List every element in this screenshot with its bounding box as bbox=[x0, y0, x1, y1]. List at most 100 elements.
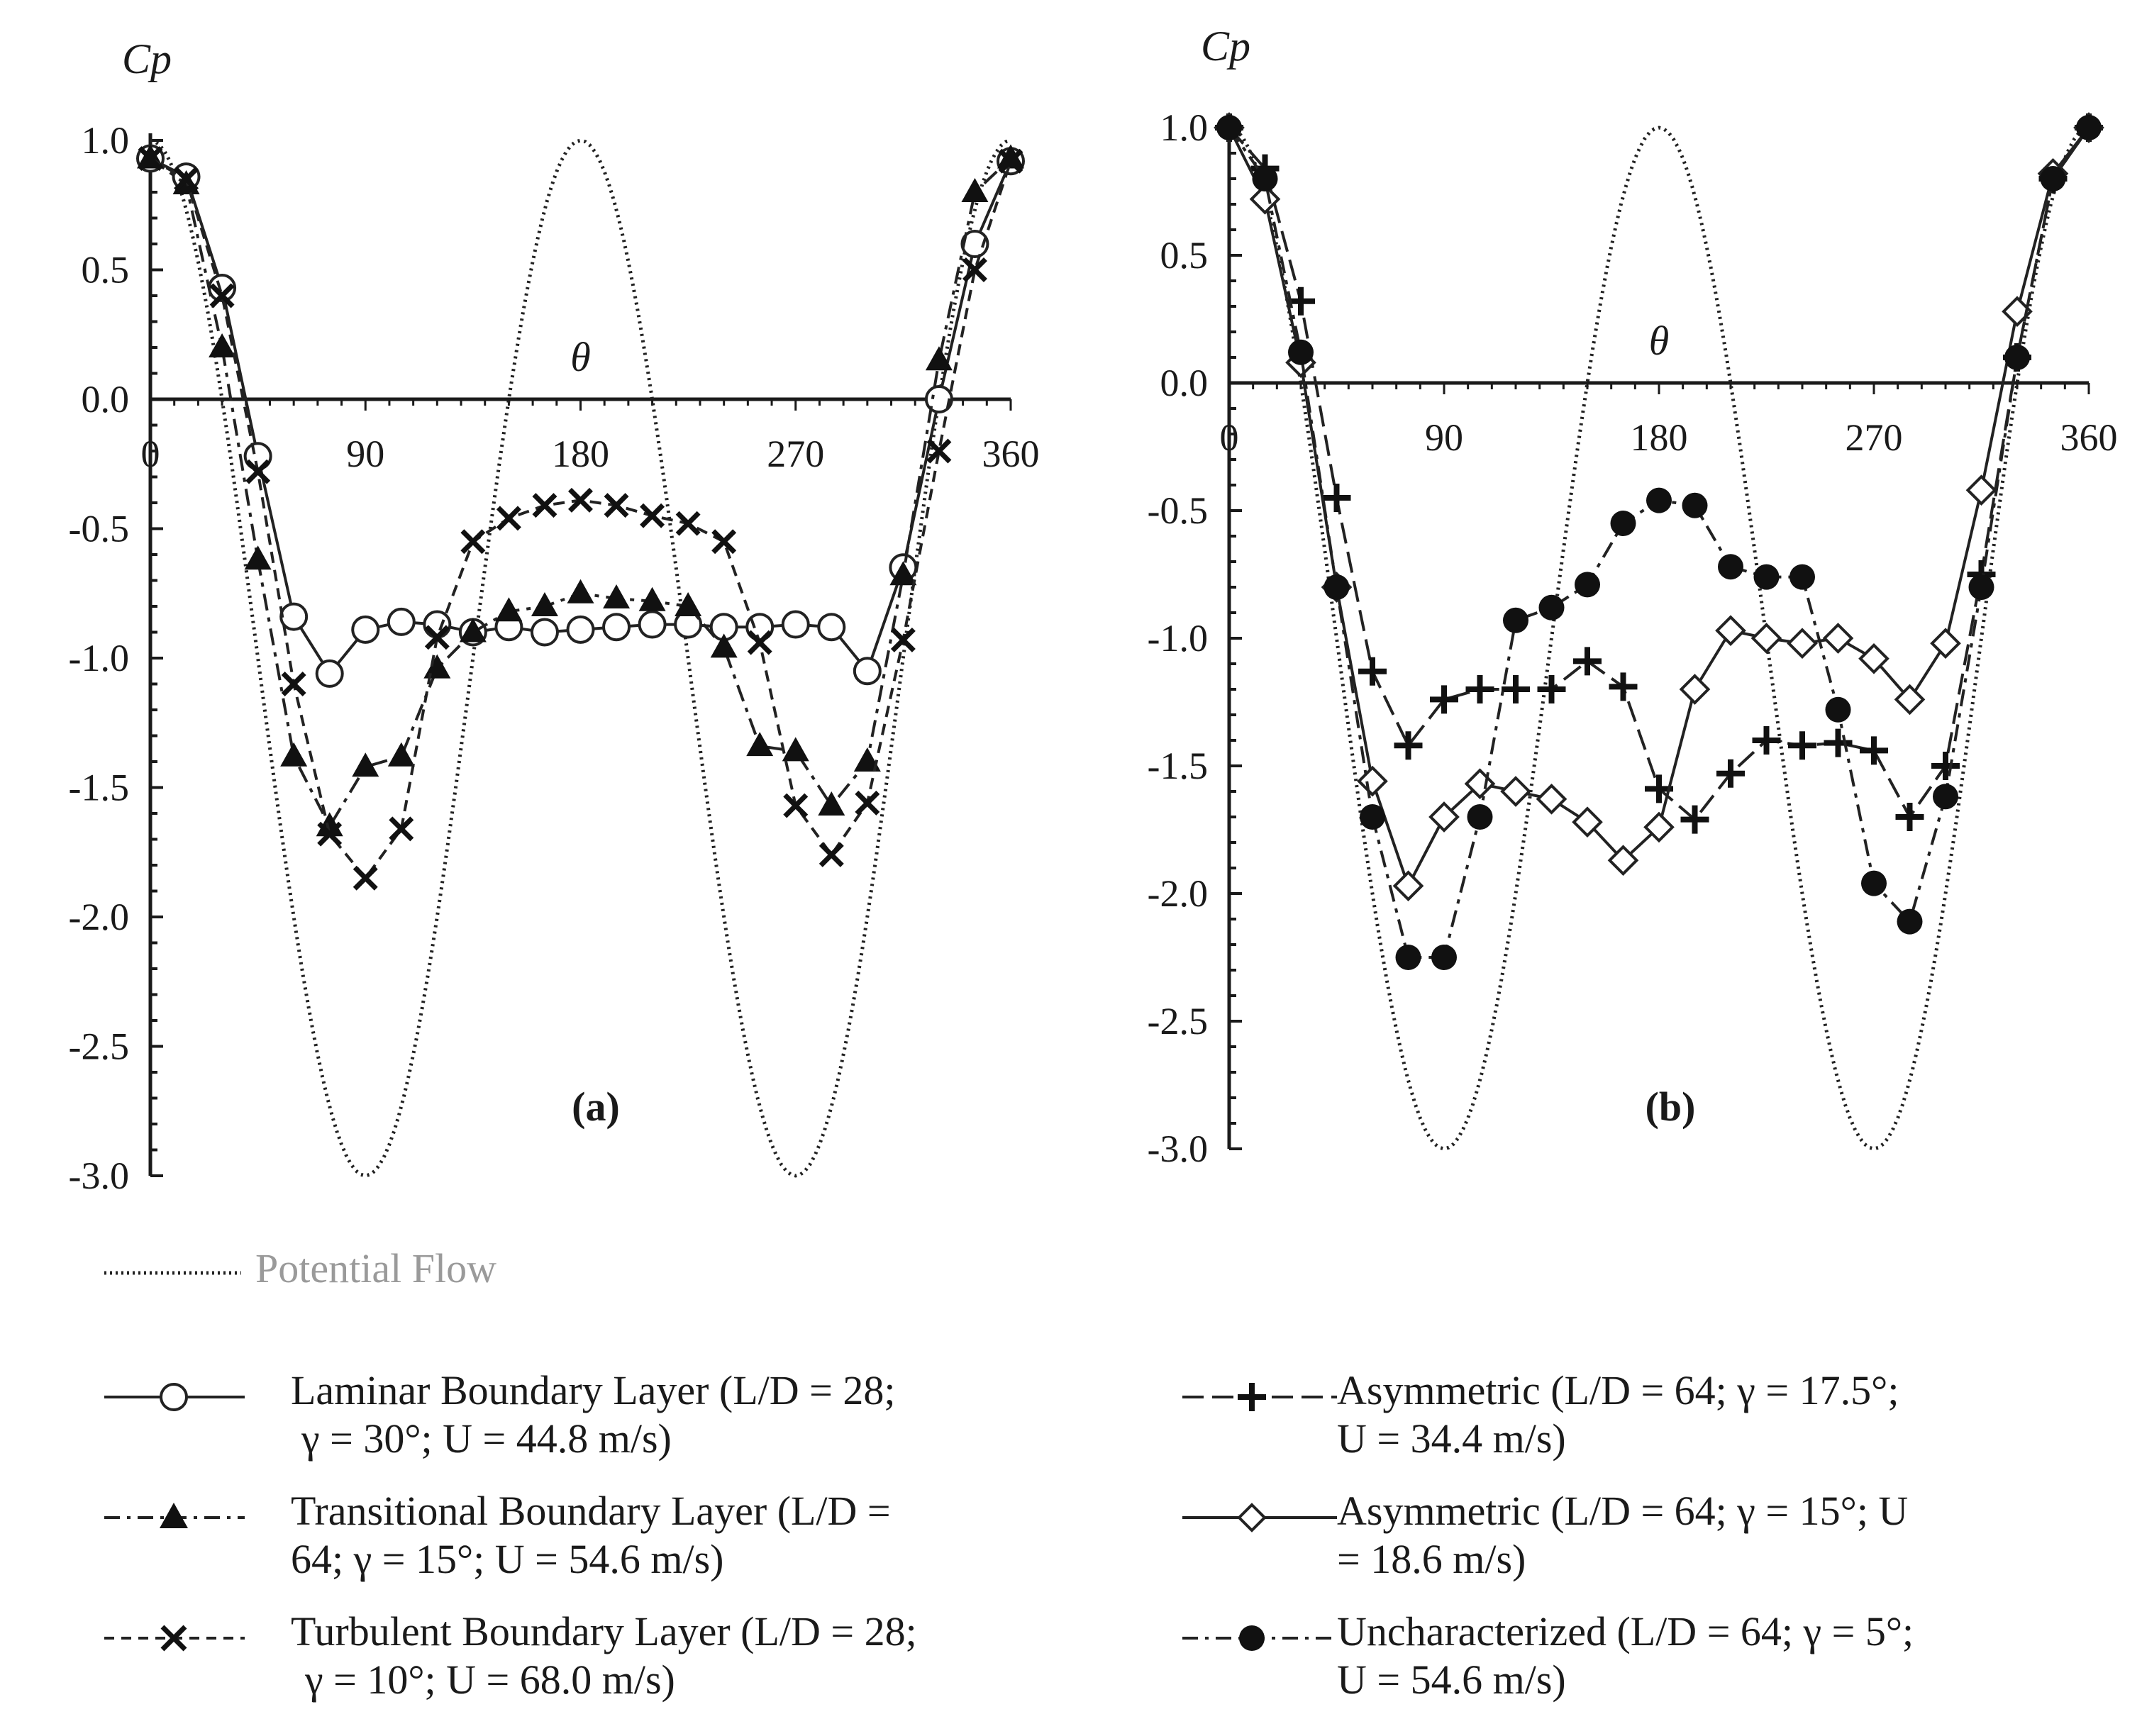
y-tick-label: 1.0 bbox=[1160, 106, 1209, 149]
series-2 bbox=[137, 144, 1024, 837]
y-tick-label: -1.0 bbox=[1148, 617, 1208, 660]
data-point bbox=[568, 487, 593, 513]
legend-label-asym15-2: = 18.6 m/s) bbox=[1337, 1536, 1526, 1582]
x-tick-label: 0 bbox=[141, 433, 160, 475]
legend-label-asym175-2: U = 34.4 m/s) bbox=[1337, 1415, 1566, 1462]
data-point bbox=[747, 630, 772, 655]
data-point bbox=[1609, 672, 1638, 701]
y-tick-label: 0.5 bbox=[1160, 234, 1209, 277]
data-point bbox=[209, 333, 236, 357]
data-point bbox=[603, 584, 631, 609]
data-point bbox=[1968, 574, 1994, 600]
data-point bbox=[281, 672, 306, 696]
data-point bbox=[1610, 511, 1636, 536]
data-point bbox=[1428, 801, 1460, 833]
data-point bbox=[138, 146, 163, 172]
series-3 bbox=[1216, 115, 2102, 970]
data-point bbox=[353, 865, 378, 891]
data-point bbox=[675, 511, 701, 536]
data-point bbox=[531, 592, 558, 616]
data-point bbox=[459, 618, 487, 642]
data-point bbox=[675, 592, 702, 616]
data-point bbox=[1607, 845, 1639, 877]
data-point bbox=[1358, 657, 1387, 686]
data-point bbox=[1930, 628, 1961, 660]
data-point bbox=[2004, 345, 2030, 370]
data-point bbox=[640, 503, 665, 528]
series-3 bbox=[138, 146, 1023, 891]
data-point bbox=[387, 607, 416, 636]
data-point bbox=[1824, 728, 1853, 757]
data-point bbox=[711, 529, 737, 555]
data-point bbox=[818, 842, 844, 867]
series-0 bbox=[1228, 126, 2090, 1151]
data-point bbox=[817, 613, 846, 642]
panel-a: 1.0 0.5 0.0 -0.5 -1.0 -1.5 -2.0 -2.5 -3.0 0 90 180 2… bbox=[69, 35, 1040, 1197]
x-tick-label: 360 bbox=[2060, 416, 2118, 459]
data-point bbox=[602, 613, 631, 642]
legend-label-asym15-1: Asymmetric (L/D = 64; γ = 15°; U bbox=[1337, 1488, 1909, 1534]
legend-label-turbulent-2: γ = 10°; U = 68.0 m/s) bbox=[305, 1657, 675, 1703]
data-point bbox=[1502, 675, 1530, 703]
series-0 bbox=[150, 138, 1011, 1178]
data-point bbox=[495, 597, 523, 622]
y-tick-label: -0.5 bbox=[1148, 489, 1208, 532]
data-point bbox=[746, 732, 774, 757]
data-point bbox=[1395, 945, 1421, 970]
data-point bbox=[1753, 564, 1780, 590]
data-point bbox=[1536, 783, 1567, 815]
data-point bbox=[1931, 752, 1960, 780]
data-point bbox=[1465, 675, 1494, 703]
data-point bbox=[460, 529, 486, 555]
data-point bbox=[424, 625, 450, 650]
data-point bbox=[1679, 674, 1711, 705]
x-tick-label: 180 bbox=[552, 433, 609, 475]
data-point bbox=[925, 346, 953, 371]
y-tick-label: -2.5 bbox=[1148, 1000, 1208, 1042]
data-point bbox=[1575, 572, 1600, 598]
x-axis-label: θ bbox=[1649, 318, 1670, 364]
data-point bbox=[998, 148, 1023, 174]
data-point bbox=[174, 167, 199, 192]
panel-label: (a) bbox=[572, 1084, 620, 1130]
y-tick-label: 0.0 bbox=[82, 378, 130, 421]
data-point bbox=[853, 657, 882, 686]
data-point bbox=[1643, 811, 1675, 843]
data-point bbox=[1788, 731, 1816, 760]
data-point bbox=[566, 615, 595, 644]
data-point bbox=[710, 633, 738, 658]
legend-label-laminar-1: Laminar Boundary Layer (L/D = 28; bbox=[291, 1367, 896, 1413]
data-point bbox=[1718, 554, 1743, 580]
y-tick-label: 0.5 bbox=[82, 249, 130, 291]
data-point bbox=[889, 561, 917, 586]
y-tick-label: -1.5 bbox=[69, 767, 129, 809]
data-point bbox=[1503, 607, 1528, 633]
data-point bbox=[1646, 487, 1672, 513]
data-point bbox=[1787, 628, 1818, 660]
data-point bbox=[1392, 870, 1424, 902]
legend-label-uncharacterized-2: U = 54.6 m/s) bbox=[1337, 1657, 1566, 1703]
data-point bbox=[2076, 115, 2102, 140]
data-point bbox=[1895, 803, 1924, 831]
data-point bbox=[1752, 726, 1781, 755]
y-tick-label: 0.0 bbox=[1160, 362, 1209, 404]
data-point bbox=[1537, 675, 1566, 703]
data-point bbox=[1322, 484, 1351, 512]
y-tick-label: -2.0 bbox=[1148, 872, 1208, 915]
data-point bbox=[423, 654, 451, 679]
y-tick-label: -2.5 bbox=[69, 1025, 129, 1068]
data-point bbox=[1894, 684, 1926, 716]
legend-label-uncharacterized-1: Uncharacterized (L/D = 64; γ = 5°; bbox=[1337, 1608, 1914, 1654]
data-point bbox=[423, 610, 452, 639]
legend-label-laminar-2: γ = 30°; U = 44.8 m/s) bbox=[301, 1415, 672, 1462]
data-point bbox=[1789, 564, 1815, 590]
data-point bbox=[890, 627, 916, 652]
data-point bbox=[1324, 574, 1350, 600]
y-tick-label: -3.0 bbox=[69, 1154, 129, 1197]
panel-b: 1.0 0.5 0.0 -0.5 -1.0 -1.5 -2.0 -2.5 -3.0 0 90 180 2… bbox=[1148, 23, 2118, 1170]
x-axis-label: θ bbox=[570, 334, 591, 380]
data-point bbox=[530, 618, 559, 647]
data-point bbox=[853, 747, 881, 772]
y-tick-label: -1.5 bbox=[1148, 745, 1208, 787]
legend-label-asym175-1: Asymmetric (L/D = 64; γ = 17.5°; bbox=[1337, 1367, 1899, 1413]
